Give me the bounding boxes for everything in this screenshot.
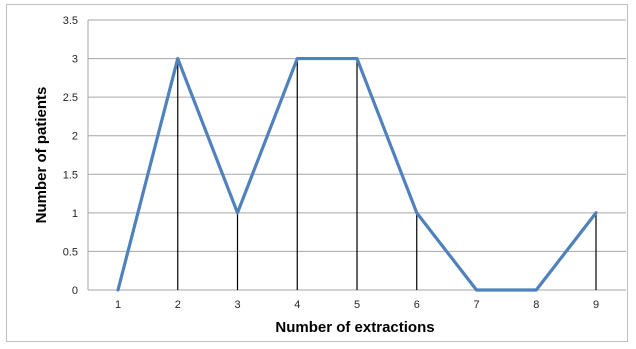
x-tick-label: 4 (294, 299, 300, 311)
y-tick-label: 0.5 (63, 246, 78, 258)
x-tick-label: 9 (593, 299, 599, 311)
y-tick-label: 2 (72, 131, 78, 143)
x-tick-label: 1 (115, 299, 121, 311)
x-tick-label: 3 (234, 299, 240, 311)
chart-frame (6, 4, 628, 342)
series-line-layer (116, 56, 598, 292)
y-axis-title: Number of patients (33, 87, 50, 224)
y-tick-label: 3.5 (63, 15, 78, 27)
y-tick-label: 3 (72, 54, 78, 66)
y-tick-label: 1 (72, 208, 78, 220)
y-tick-label: 2.5 (63, 92, 78, 104)
x-axis-title: Number of extractions (275, 319, 434, 336)
y-tick-label: 0 (72, 285, 78, 297)
y-tick-labels: 0 0.5 1 1.5 2 2.5 3 3.5 (63, 15, 78, 297)
x-tick-label: 8 (533, 299, 539, 311)
x-tick-label: 5 (354, 299, 360, 311)
x-tick-label: 2 (175, 299, 181, 311)
x-tick-label: 7 (473, 299, 479, 311)
drop-lines (177, 58, 597, 290)
x-tick-labels: 1 2 3 4 5 6 7 8 9 (115, 299, 599, 311)
y-tick-label: 1.5 (63, 169, 78, 181)
x-tick-label: 6 (414, 299, 420, 311)
